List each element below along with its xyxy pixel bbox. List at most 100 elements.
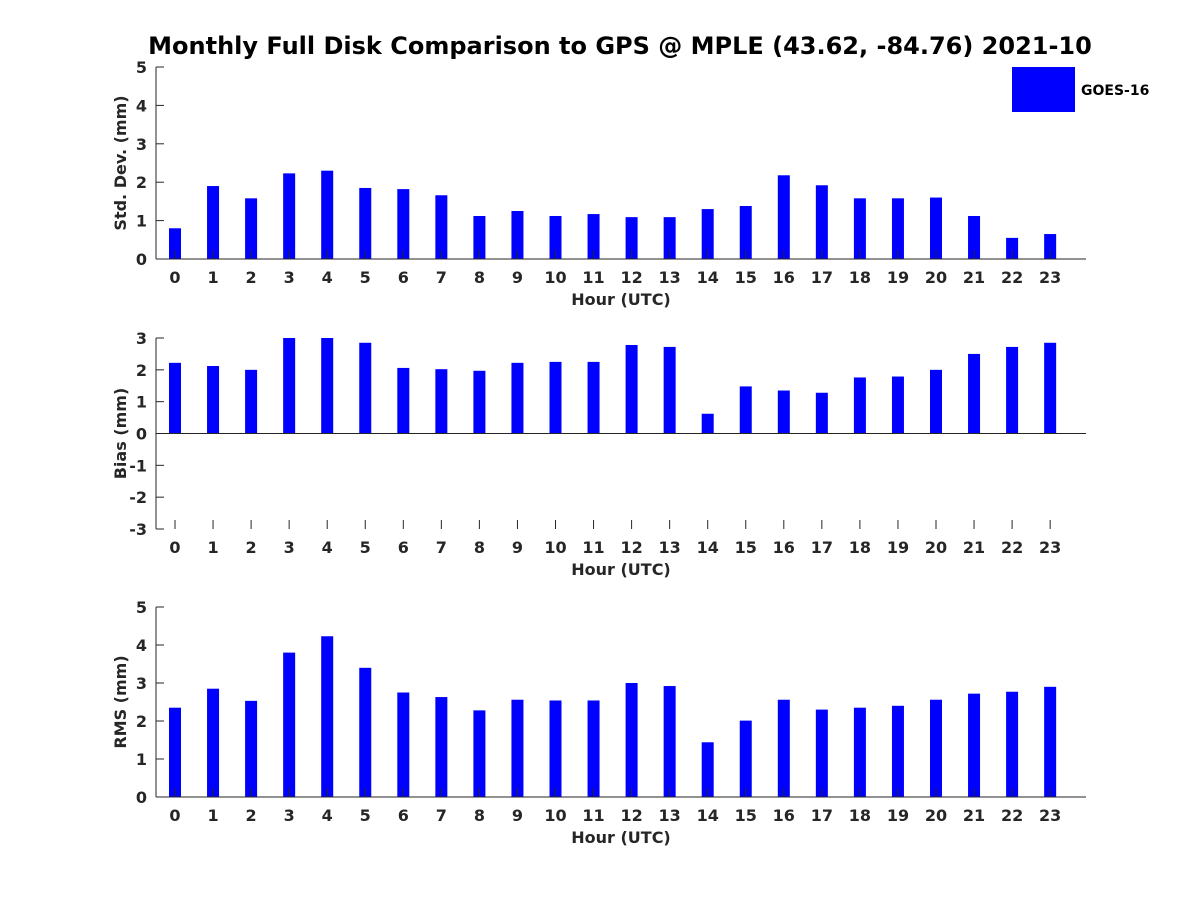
bar [473,370,486,434]
x-tick-label: 17 [811,538,833,557]
x-tick-label: 14 [697,268,719,287]
x-tick-label: 9 [512,268,523,287]
x-tick-label: 20 [925,806,947,825]
x-tick-label: 0 [169,538,180,557]
x-tick-label: 0 [169,806,180,825]
y-tick-label: 5 [136,58,147,77]
bar [891,705,904,797]
x-tick-label: 14 [697,806,719,825]
bar [777,699,790,797]
bar [1044,342,1057,434]
bar [169,228,181,259]
x-tick-label: 13 [659,538,681,557]
bar [739,386,752,434]
x-tick-label: 15 [735,538,757,557]
x-tick-label: 7 [436,268,447,287]
bar [968,693,981,797]
x-tick-label: 5 [360,268,371,287]
x-tick-label: 4 [322,538,333,557]
x-tick-label: 8 [474,538,485,557]
y-tick-label: -1 [129,456,147,475]
bar [549,700,562,797]
x-tick-label: 13 [659,268,681,287]
bar [321,338,334,434]
bar [511,362,524,434]
bar [245,700,258,797]
x-tick-label: 0 [169,268,180,287]
bar [930,369,942,434]
y-tick-label: 1 [136,750,147,769]
bar [207,688,220,797]
bar [169,362,181,434]
x-tick-label: 12 [620,806,642,825]
bar [891,198,904,259]
bar [207,186,220,259]
x-tick-label: 2 [246,268,257,287]
x-tick-label: 2 [246,806,257,825]
bar [815,709,828,797]
bar [663,346,676,434]
y-tick-label: 5 [136,598,147,617]
bar [891,376,904,434]
y-tick-label: 1 [136,212,147,231]
y-tick-label: 4 [136,96,147,115]
x-tick-label: 9 [512,806,523,825]
legend-swatch [1012,67,1075,112]
bar [511,699,524,797]
x-axis-label: Hour (UTC) [571,290,671,309]
x-tick-label: 16 [773,268,795,287]
y-tick-label: 3 [136,329,147,348]
bar [473,710,486,797]
x-tick-label: 20 [925,268,947,287]
y-tick-label: 3 [136,674,147,693]
bar [359,342,372,434]
bar [701,742,714,797]
bar [625,217,638,259]
x-tick-label: 3 [284,538,295,557]
bar [473,215,486,259]
bar [1006,237,1019,259]
x-tick-label: 2 [246,538,257,557]
x-tick-label: 22 [1001,538,1023,557]
bar [283,652,296,797]
bar [1006,346,1019,434]
bar [777,175,790,259]
y-tick-label: 0 [136,788,147,807]
bar [321,170,334,259]
y-tick-label: 2 [136,173,147,192]
bar [777,390,790,434]
bar [397,189,410,259]
bar [207,366,220,434]
bar [739,720,752,797]
bar [435,369,448,434]
x-tick-label: 23 [1039,806,1061,825]
bar [625,345,638,434]
y-tick-label: 2 [136,712,147,731]
x-tick-label: 15 [735,806,757,825]
x-tick-label: 17 [811,806,833,825]
y-axis-label: RMS (mm) [111,655,130,748]
x-tick-label: 8 [474,268,485,287]
bar [359,667,372,797]
bar [283,338,296,434]
x-tick-label: 23 [1039,268,1061,287]
x-tick-label: 4 [322,268,333,287]
bar [853,707,866,797]
x-tick-label: 8 [474,806,485,825]
x-tick-label: 18 [849,806,871,825]
x-tick-label: 11 [582,806,604,825]
x-tick-label: 16 [773,538,795,557]
x-tick-label: 18 [849,268,871,287]
y-tick-label: 1 [136,393,147,412]
bar [1044,234,1057,259]
x-tick-label: 17 [811,268,833,287]
bar [701,413,714,434]
x-tick-label: 10 [544,268,566,287]
x-axis-label: Hour (UTC) [571,828,671,847]
bar [587,214,600,259]
bar [283,173,296,259]
bar [549,215,562,259]
bar [625,683,638,797]
